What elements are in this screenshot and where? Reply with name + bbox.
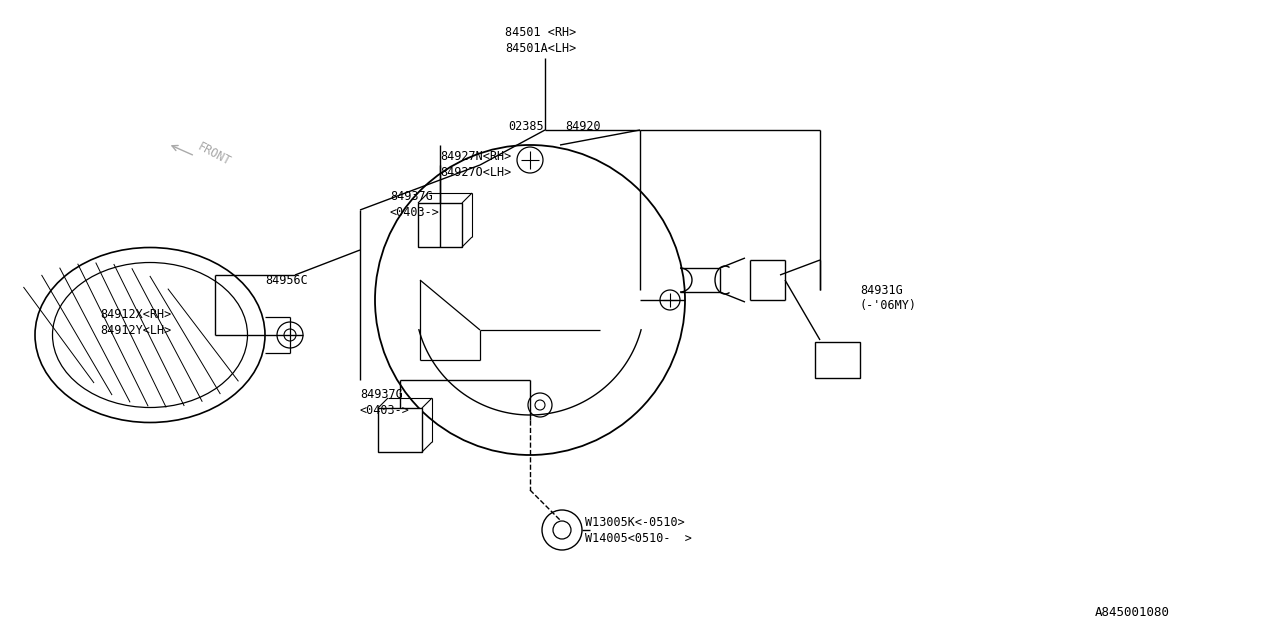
Text: 84927O<LH>: 84927O<LH>	[440, 166, 511, 179]
Text: 84912X<RH>: 84912X<RH>	[100, 308, 172, 321]
Bar	[378, 408, 422, 452]
Text: 02385: 02385	[508, 120, 544, 134]
Text: 84937G: 84937G	[390, 189, 433, 202]
Text: W13005K<-0510>: W13005K<-0510>	[585, 515, 685, 529]
Text: 84956C: 84956C	[265, 273, 307, 287]
Text: <0403->: <0403->	[360, 404, 410, 417]
Bar	[419, 203, 462, 247]
Text: 84501 <RH>: 84501 <RH>	[506, 26, 576, 38]
Text: 84927N<RH>: 84927N<RH>	[440, 150, 511, 163]
Text: 84937G: 84937G	[360, 388, 403, 401]
Text: 84501A<LH>: 84501A<LH>	[506, 42, 576, 54]
Bar	[815, 342, 860, 378]
Text: W14005<0510-  >: W14005<0510- >	[585, 531, 692, 545]
Text: (-'06MY): (-'06MY)	[860, 300, 916, 312]
Text: <0403->: <0403->	[390, 205, 440, 218]
Text: FRONT: FRONT	[195, 140, 233, 168]
Text: 84912Y<LH>: 84912Y<LH>	[100, 324, 172, 337]
Text: A845001080: A845001080	[1094, 605, 1170, 618]
Text: 84931G: 84931G	[860, 284, 902, 296]
Text: 84920: 84920	[564, 120, 600, 134]
